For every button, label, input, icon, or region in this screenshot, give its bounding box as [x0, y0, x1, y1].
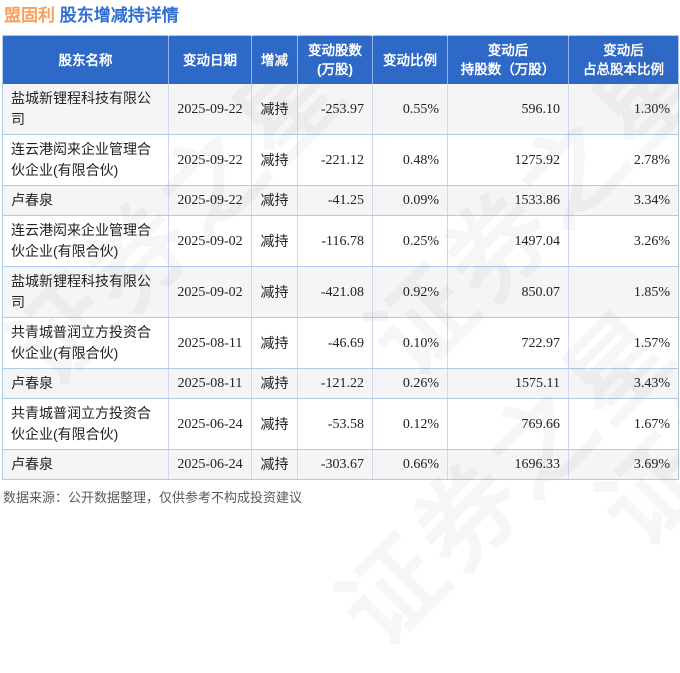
- cell-action: 减持: [251, 134, 298, 186]
- cell-change-ratio: 0.09%: [372, 185, 448, 216]
- cell-shares-after: 596.10: [447, 84, 569, 135]
- table-row: 共青城普润立方投资合伙企业(有限合伙) 2025-08-11 减持 -46.69 0.1…: [2, 317, 679, 369]
- cell-change-shares: -53.58: [297, 398, 373, 450]
- column-header-1: 变动日期: [168, 35, 252, 84]
- cell-change-date: 2025-09-22: [168, 185, 252, 216]
- table-row: 盐城新锂程科技有限公司 2025-09-22 减持 -253.97 0.55% 596.1…: [2, 84, 679, 135]
- cell-action: 减持: [251, 398, 298, 450]
- table-body: 盐城新锂程科技有限公司 2025-09-22 减持 -253.97 0.55% 596.1…: [2, 84, 679, 480]
- cell-shareholder-name: 卢春泉: [2, 185, 169, 216]
- cell-action: 减持: [251, 84, 298, 135]
- cell-shareholder-name: 共青城普润立方投资合伙企业(有限合伙): [2, 317, 169, 369]
- column-header-5: 变动后 持股数（万股）: [447, 35, 569, 84]
- cell-change-date: 2025-08-11: [168, 317, 252, 369]
- cell-shares-after: 1575.11: [447, 368, 569, 399]
- column-header-0: 股东名称: [2, 35, 169, 84]
- cell-change-ratio: 0.26%: [372, 368, 448, 399]
- stock-name: 盟固利: [4, 6, 55, 25]
- table-header-row: 股东名称 变动日期 增减 变动股数 (万股) 变动比例 变动后 持股数（万股） 变动后 占总…: [2, 35, 679, 84]
- cell-change-date: 2025-09-22: [168, 134, 252, 186]
- cell-shares-after: 722.97: [447, 317, 569, 369]
- table-row: 卢春泉 2025-08-11 减持 -121.22 0.26% 1575.11 3.43%: [2, 368, 679, 399]
- cell-change-ratio: 0.12%: [372, 398, 448, 450]
- cell-change-shares: -46.69: [297, 317, 373, 369]
- cell-shareholder-name: 共青城普润立方投资合伙企业(有限合伙): [2, 398, 169, 450]
- cell-ratio-after: 3.34%: [568, 185, 679, 216]
- table-row: 连云港闳来企业管理合伙企业(有限合伙) 2025-09-22 减持 -221.12 0.…: [2, 134, 679, 186]
- cell-shareholder-name: 卢春泉: [2, 449, 169, 480]
- cell-change-date: 2025-06-24: [168, 449, 252, 480]
- page-title: 盟固利 股东增减持详情: [0, 0, 680, 35]
- cell-shareholder-name: 卢春泉: [2, 368, 169, 399]
- cell-ratio-after: 3.43%: [568, 368, 679, 399]
- table-row: 连云港闳来企业管理合伙企业(有限合伙) 2025-09-02 减持 -116.78 0.…: [2, 215, 679, 267]
- table-row: 共青城普润立方投资合伙企业(有限合伙) 2025-06-24 减持 -53.58 0.1…: [2, 398, 679, 450]
- cell-change-ratio: 0.48%: [372, 134, 448, 186]
- cell-action: 减持: [251, 185, 298, 216]
- cell-shareholder-name: 连云港闳来企业管理合伙企业(有限合伙): [2, 134, 169, 186]
- cell-ratio-after: 3.26%: [568, 215, 679, 267]
- cell-shareholder-name: 盐城新锂程科技有限公司: [2, 84, 169, 135]
- table-header: 股东名称 变动日期 增减 变动股数 (万股) 变动比例 变动后 持股数（万股） 变动后 占总…: [2, 35, 679, 84]
- cell-shareholder-name: 连云港闳来企业管理合伙企业(有限合伙): [2, 215, 169, 267]
- cell-action: 减持: [251, 449, 298, 480]
- cell-shares-after: 1275.92: [447, 134, 569, 186]
- cell-ratio-after: 1.67%: [568, 398, 679, 450]
- shareholder-change-table: 股东名称 变动日期 增减 变动股数 (万股) 变动比例 变动后 持股数（万股） 变动后 占总…: [2, 35, 679, 480]
- page-title-text: 股东增减持详情: [59, 6, 179, 25]
- table-row: 卢春泉 2025-06-24 减持 -303.67 0.66% 1696.33 3.69%: [2, 449, 679, 480]
- cell-change-ratio: 0.25%: [372, 215, 448, 267]
- cell-shares-after: 1533.86: [447, 185, 569, 216]
- cell-change-ratio: 0.66%: [372, 449, 448, 480]
- cell-shares-after: 850.07: [447, 266, 569, 318]
- cell-shares-after: 1497.04: [447, 215, 569, 267]
- column-header-6: 变动后 占总股本比例: [568, 35, 679, 84]
- cell-action: 减持: [251, 368, 298, 399]
- cell-change-ratio: 0.92%: [372, 266, 448, 318]
- cell-change-shares: -221.12: [297, 134, 373, 186]
- cell-change-date: 2025-09-02: [168, 215, 252, 267]
- cell-shareholder-name: 盐城新锂程科技有限公司: [2, 266, 169, 318]
- cell-change-shares: -303.67: [297, 449, 373, 480]
- table-row: 卢春泉 2025-09-22 减持 -41.25 0.09% 1533.86 3.34%: [2, 185, 679, 216]
- cell-change-shares: -121.22: [297, 368, 373, 399]
- cell-change-date: 2025-09-22: [168, 84, 252, 135]
- cell-change-ratio: 0.55%: [372, 84, 448, 135]
- table-row: 盐城新锂程科技有限公司 2025-09-02 减持 -421.08 0.92% 850.0…: [2, 266, 679, 318]
- cell-shares-after: 769.66: [447, 398, 569, 450]
- cell-action: 减持: [251, 317, 298, 369]
- cell-action: 减持: [251, 215, 298, 267]
- cell-ratio-after: 1.57%: [568, 317, 679, 369]
- cell-ratio-after: 2.78%: [568, 134, 679, 186]
- cell-shares-after: 1696.33: [447, 449, 569, 480]
- data-source-note: 数据来源：公开数据整理，仅供参考不构成投资建议: [3, 490, 303, 505]
- cell-ratio-after: 1.30%: [568, 84, 679, 135]
- cell-change-date: 2025-06-24: [168, 398, 252, 450]
- column-header-3: 变动股数 (万股): [297, 35, 373, 84]
- column-header-4: 变动比例: [372, 35, 448, 84]
- cell-change-date: 2025-08-11: [168, 368, 252, 399]
- cell-ratio-after: 3.69%: [568, 449, 679, 480]
- cell-change-ratio: 0.10%: [372, 317, 448, 369]
- cell-ratio-after: 1.85%: [568, 266, 679, 318]
- cell-change-shares: -253.97: [297, 84, 373, 135]
- cell-change-shares: -421.08: [297, 266, 373, 318]
- cell-action: 减持: [251, 266, 298, 318]
- column-header-2: 增减: [251, 35, 298, 84]
- cell-change-shares: -116.78: [297, 215, 373, 267]
- cell-change-date: 2025-09-02: [168, 266, 252, 318]
- cell-change-shares: -41.25: [297, 185, 373, 216]
